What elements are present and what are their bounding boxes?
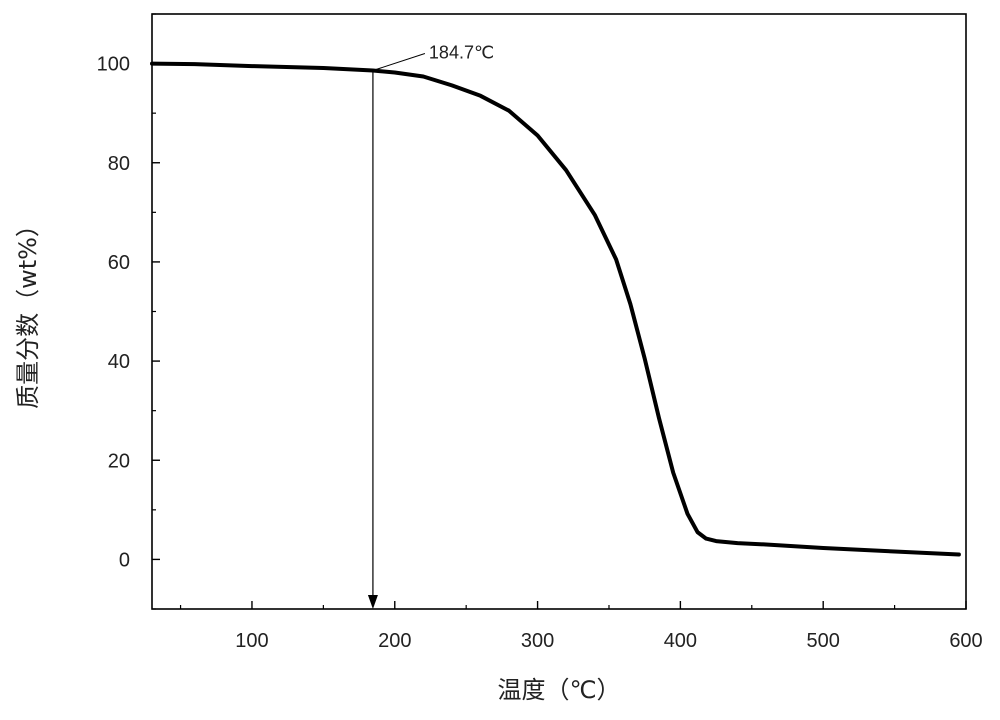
y-tick-label: 80	[108, 153, 130, 175]
tga-curve	[150, 61, 961, 557]
annotation-leader-line	[372, 53, 426, 72]
y-tick-label: 20	[108, 450, 130, 472]
series-group	[150, 61, 961, 557]
x-tick-label: 500	[807, 630, 840, 652]
annotation-group: 184.7℃	[367, 43, 494, 609]
tick-label-group: 100 200 300 400 500 600 0 20 40 60 80 100	[97, 54, 983, 652]
y-axis-title: 质量分数（wt%）	[14, 213, 42, 409]
y-tick-label: 100	[97, 54, 130, 76]
annotation-label: 184.7℃	[429, 43, 494, 63]
x-tick-label: 100	[235, 630, 268, 652]
y-tick-label: 0	[119, 549, 130, 571]
y-tick-label: 40	[108, 351, 130, 373]
x-tick-label: 200	[378, 630, 411, 652]
x-axis-title: 温度（℃）	[498, 676, 621, 704]
x-tick-label: 600	[949, 630, 982, 652]
tick-group	[152, 13, 967, 610]
x-tick-label: 400	[664, 630, 697, 652]
plot-frame	[151, 13, 967, 610]
annotation-arrow-head	[367, 595, 378, 609]
x-tick-label: 300	[521, 630, 554, 652]
y-tick-label: 60	[108, 252, 130, 274]
